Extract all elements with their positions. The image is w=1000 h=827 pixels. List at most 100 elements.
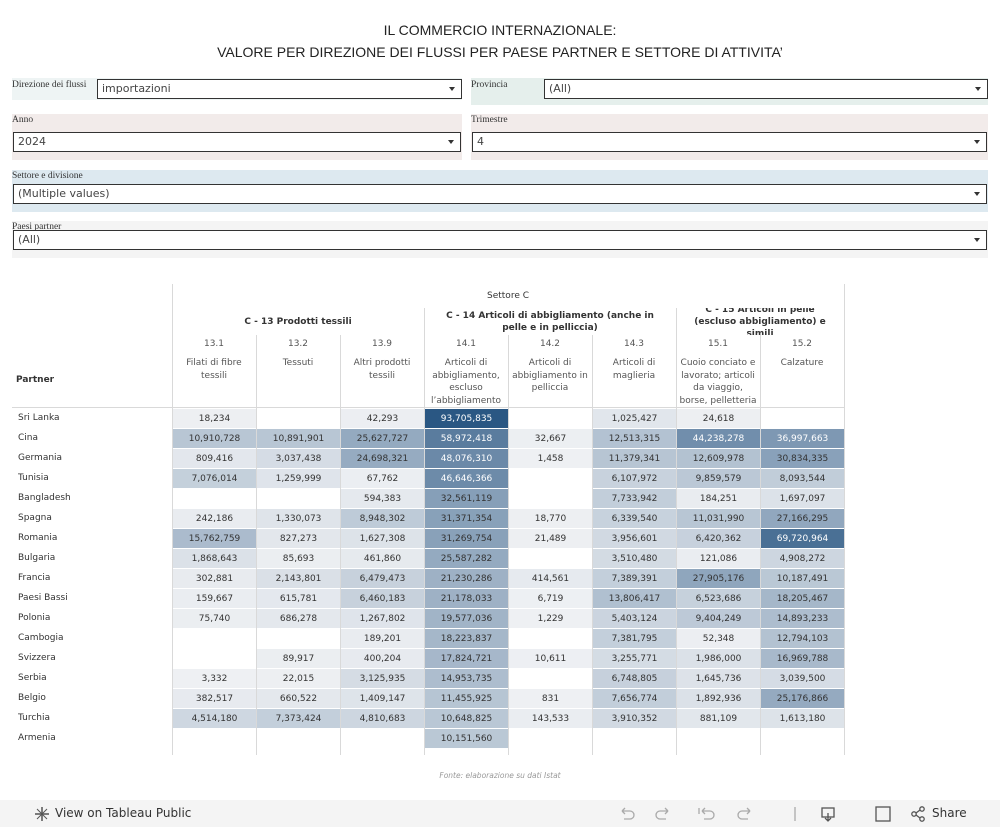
column-border: [592, 335, 593, 755]
column-code: 14.1: [455, 339, 477, 349]
toolbar: View on Tableau Public Share: [0, 800, 1000, 827]
value-cell: 1,613,180: [761, 709, 844, 728]
value-cell: 3,125,935: [341, 669, 424, 688]
column-border: [760, 335, 761, 755]
column-name: Articoli di abbigliamento, escluso l’abb…: [430, 358, 502, 406]
column-name: Cuoio conciato e lavorato; articoli da v…: [679, 358, 757, 406]
value-cell: 12,609,978: [677, 449, 760, 468]
value-cell: 6,523,686: [677, 589, 760, 608]
share-button[interactable]: Share: [932, 806, 967, 820]
column-name: Altri prodotti tessili: [353, 358, 411, 381]
partner-label: Svizzera: [18, 653, 56, 663]
column-code: 13.9: [371, 339, 393, 349]
value-cell: 3,910,352: [593, 709, 676, 728]
title-line: IL COMMERCIO INTERNAZIONALE:: [383, 22, 617, 38]
value-cell: 32,667: [509, 429, 592, 448]
value-cell: 7,389,391: [593, 569, 676, 588]
value-cell: 22,015: [257, 669, 340, 688]
partner-label: Francia: [18, 573, 51, 583]
value-cell: 6,420,362: [677, 529, 760, 548]
column-code: 14.3: [623, 339, 645, 349]
filter-dropdown[interactable]: 4: [472, 132, 987, 152]
value-cell: 21,489: [509, 529, 592, 548]
value-cell: 6,748,805: [593, 669, 676, 688]
value-cell: 11,455,925: [425, 689, 508, 708]
filter-dropdown[interactable]: importazioni: [97, 79, 462, 99]
value-cell: 18,770: [509, 509, 592, 528]
value-cell: 10,611: [509, 649, 592, 668]
value-cell: 52,348: [677, 629, 760, 648]
column-code: 15.2: [791, 339, 813, 349]
value-cell: 6,460,183: [341, 589, 424, 608]
view-link[interactable]: View on Tableau Public: [55, 806, 192, 820]
value-cell: 18,205,467: [761, 589, 844, 608]
partner-label: Bangladesh: [18, 493, 71, 503]
value-cell: 6,107,972: [593, 469, 676, 488]
value-cell: 9,859,579: [677, 469, 760, 488]
value-cell: 1,259,999: [257, 469, 340, 488]
partner-label: Turchia: [18, 713, 51, 723]
column-code: 13.1: [203, 339, 225, 349]
filter-label: Paesi partner: [12, 222, 62, 232]
value-cell: 4,514,180: [173, 709, 256, 728]
value-cell: 21,178,033: [425, 589, 508, 608]
value-cell: 660,522: [257, 689, 340, 708]
share-icon: [911, 806, 925, 822]
value-cell: 14,893,233: [761, 609, 844, 628]
value-cell: 13,806,417: [593, 589, 676, 608]
value-cell: 18,223,837: [425, 629, 508, 648]
value-cell: 382,517: [173, 689, 256, 708]
filter-dropdown[interactable]: (All): [544, 79, 988, 99]
value-cell: 7,373,424: [257, 709, 340, 728]
crosstab: Settore C Partner C - 13 Prodotti tessili 1…: [12, 284, 846, 755]
column-border: [256, 335, 257, 755]
filter-dropdown[interactable]: 2024: [13, 132, 461, 152]
value-cell: 3,510,480: [593, 549, 676, 568]
value-cell: 12,513,315: [593, 429, 676, 448]
value-cell: 1,330,073: [257, 509, 340, 528]
value-cell: 1,267,802: [341, 609, 424, 628]
filter-label: Settore e divisione: [12, 171, 83, 181]
filter-label: Direzione dei flussi: [12, 80, 87, 90]
value-cell: 8,093,544: [761, 469, 844, 488]
value-cell: 11,031,990: [677, 509, 760, 528]
value-cell: 18,234: [173, 409, 256, 428]
column-name: Tessuti: [282, 358, 314, 368]
filter-dropdown[interactable]: (All): [13, 230, 987, 250]
value-cell: 3,255,771: [593, 649, 676, 668]
value-cell: 3,956,601: [593, 529, 676, 548]
value-cell: 10,187,491: [761, 569, 844, 588]
value-cell: 400,204: [341, 649, 424, 668]
value-cell: 27,905,176: [677, 569, 760, 588]
value-cell: 881,109: [677, 709, 760, 728]
column-code: 14.2: [539, 339, 561, 349]
column-border: [340, 335, 341, 755]
value-cell: 19,577,036: [425, 609, 508, 628]
value-cell: 827,273: [257, 529, 340, 548]
value-cell: 12,794,103: [761, 629, 844, 648]
value-cell: 24,698,321: [341, 449, 424, 468]
value-cell: 1,458: [509, 449, 592, 468]
value-cell: 7,733,942: [593, 489, 676, 508]
value-cell: 30,834,335: [761, 449, 844, 468]
column-code: 13.2: [287, 339, 309, 349]
partner-label: Romania: [18, 533, 58, 543]
value-cell: 11,379,341: [593, 449, 676, 468]
partner-label: Germania: [18, 453, 63, 463]
header-rule: [12, 407, 844, 408]
value-cell: 27,166,295: [761, 509, 844, 528]
super-header: Settore C: [487, 291, 529, 301]
value-cell: 7,381,795: [593, 629, 676, 648]
partner-label: Serbia: [18, 673, 47, 683]
partner-label: Armenia: [18, 733, 56, 743]
filter-dropdown[interactable]: (Multiple values): [13, 184, 987, 204]
value-cell: 1,986,000: [677, 649, 760, 668]
table-border: [844, 284, 845, 755]
value-cell: 414,561: [509, 569, 592, 588]
partner-label: Belgio: [18, 693, 46, 703]
value-cell: 1,627,308: [341, 529, 424, 548]
value-cell: 809,416: [173, 449, 256, 468]
filter-label: Trimestre: [471, 115, 508, 125]
value-cell: 159,667: [173, 589, 256, 608]
value-cell: 21,230,286: [425, 569, 508, 588]
